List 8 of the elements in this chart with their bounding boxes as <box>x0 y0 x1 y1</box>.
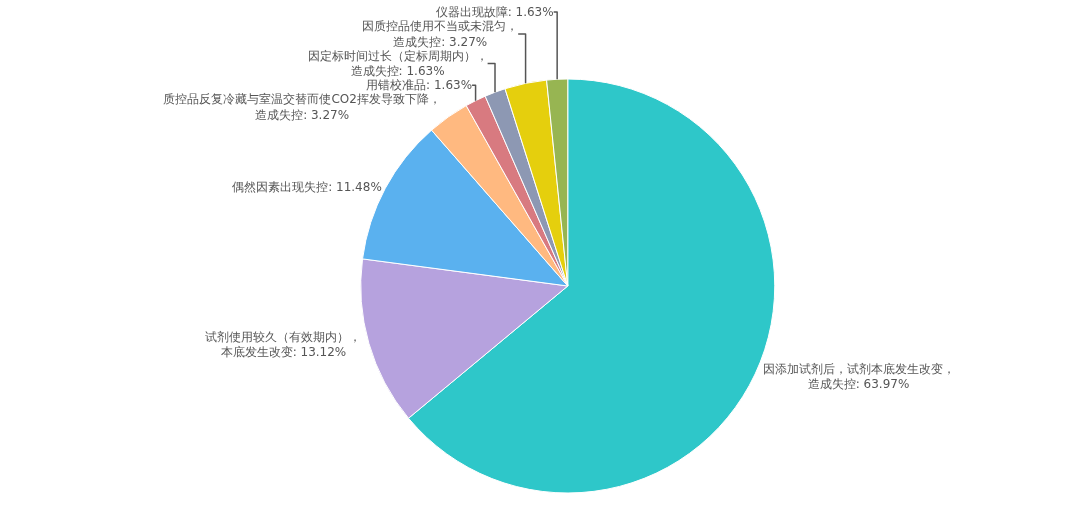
slice-label: 质控品反复冷藏与室温交替而使CO2挥发导致下降，造成失控: 3.27% <box>163 92 441 122</box>
slice-label: 试剂使用较久（有效期内），本底发生改变: 13.12% <box>205 329 362 360</box>
slice-label: 用错校准品: 1.63% <box>366 78 473 93</box>
slice-label: 因质控品使用不当或未混匀，造成失控: 3.27% <box>362 19 519 49</box>
slice-label: 因定标时间过长（定标周期内），造成失控: 1.63% <box>307 48 488 79</box>
slice-label: 因添加试剂后，试剂本底发生改变，造成失控: 63.97% <box>762 361 955 392</box>
slice-label: 仪器出现故障: 1.63% <box>435 5 554 20</box>
slice-label: 偶然因素出现失控: 11.48% <box>232 179 382 194</box>
